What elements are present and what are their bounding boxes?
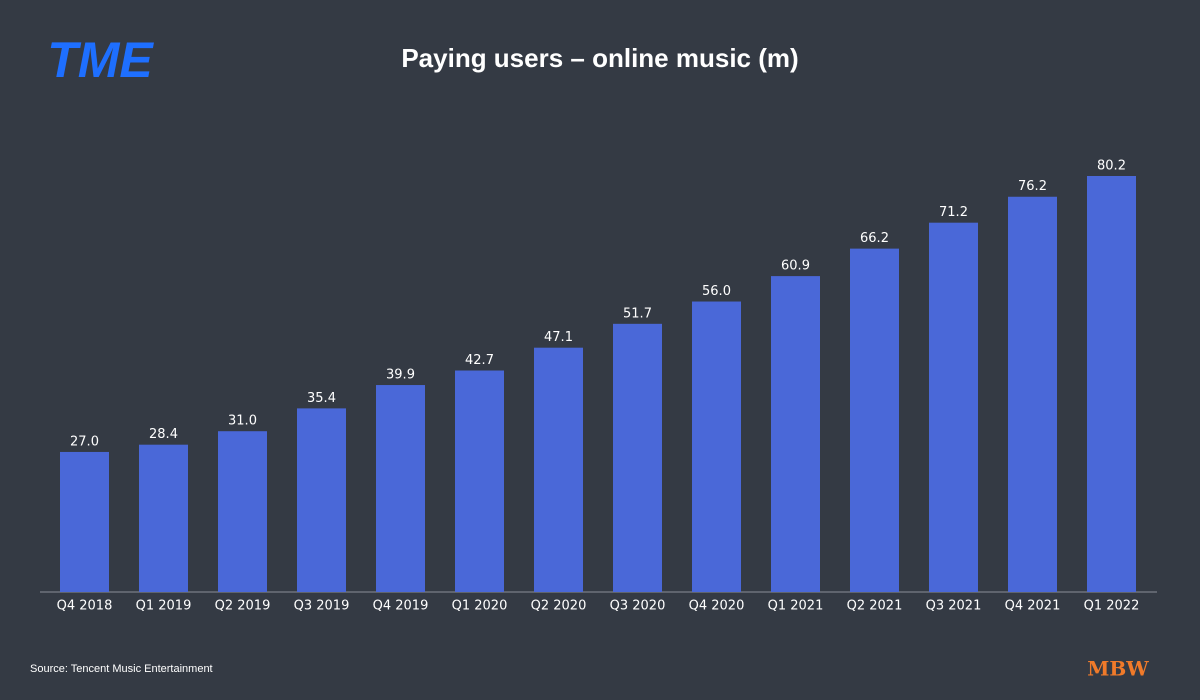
bar bbox=[771, 276, 820, 592]
x-tick-label: Q2 2021 bbox=[847, 599, 903, 614]
value-label: 51.7 bbox=[623, 306, 652, 321]
value-label: 35.4 bbox=[307, 391, 336, 406]
bar bbox=[376, 385, 425, 592]
value-label: 71.2 bbox=[939, 205, 968, 220]
x-tick-label: Q1 2020 bbox=[452, 599, 508, 614]
x-tick-label: Q1 2019 bbox=[136, 599, 192, 614]
value-label: 31.0 bbox=[228, 414, 257, 429]
x-tick-label: Q3 2019 bbox=[294, 599, 350, 614]
value-label: 42.7 bbox=[465, 353, 494, 368]
x-tick-label: Q4 2018 bbox=[57, 599, 113, 614]
value-label: 27.0 bbox=[70, 434, 99, 449]
x-tick-label: Q4 2019 bbox=[373, 599, 429, 614]
x-tick-label: Q4 2021 bbox=[1005, 599, 1061, 614]
value-label: 47.1 bbox=[544, 330, 573, 345]
bar bbox=[297, 408, 346, 592]
bar bbox=[692, 301, 741, 592]
bar bbox=[139, 444, 188, 592]
x-tick-label: Q1 2021 bbox=[768, 599, 824, 614]
value-label: 80.2 bbox=[1097, 159, 1126, 174]
bar bbox=[534, 347, 583, 592]
bar bbox=[218, 431, 267, 592]
bar bbox=[1087, 176, 1136, 592]
logo: TME bbox=[47, 32, 154, 88]
bar bbox=[613, 323, 662, 592]
value-label: 39.9 bbox=[386, 368, 415, 383]
value-label: 28.4 bbox=[149, 427, 178, 442]
chart-title: Paying users – online music (m) bbox=[401, 43, 798, 73]
x-tick-label: Q1 2022 bbox=[1084, 599, 1140, 614]
x-tick-label: Q2 2019 bbox=[215, 599, 271, 614]
value-label: 56.0 bbox=[702, 284, 731, 299]
bar bbox=[850, 248, 899, 592]
x-tick-label: Q3 2021 bbox=[926, 599, 982, 614]
x-tick-label: Q4 2020 bbox=[689, 599, 745, 614]
brand: MBW bbox=[1087, 657, 1149, 681]
bar bbox=[60, 451, 109, 592]
bar bbox=[1008, 196, 1057, 593]
value-label: 76.2 bbox=[1018, 179, 1047, 194]
source: Source: Tencent Music Entertainment bbox=[30, 663, 213, 675]
value-label: 66.2 bbox=[860, 231, 889, 246]
x-tick-label: Q3 2020 bbox=[610, 599, 666, 614]
bar bbox=[455, 370, 504, 592]
value-label: 60.9 bbox=[781, 259, 810, 274]
bar bbox=[929, 222, 978, 592]
x-tick-label: Q2 2020 bbox=[531, 599, 587, 614]
